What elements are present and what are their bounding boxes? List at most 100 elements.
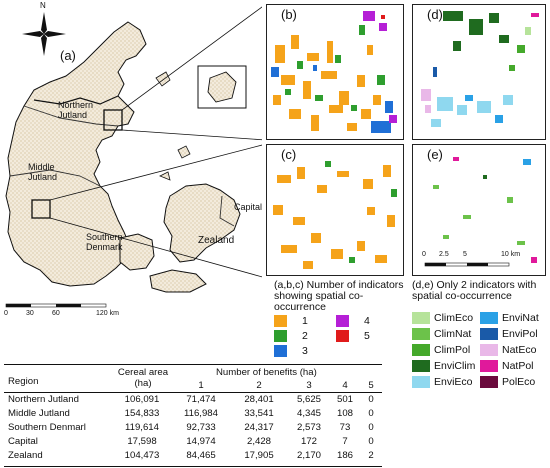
legend-left-swatch-1 xyxy=(274,315,287,327)
table-cell-benefit: 501 xyxy=(336,393,353,405)
legend-right-swatch-natpol xyxy=(480,360,498,372)
legend-right-label-envieco: EnviEco xyxy=(434,376,473,388)
legend-right-swatch-nateco xyxy=(480,344,498,356)
table-top-rule xyxy=(4,364,382,365)
panel-c-map xyxy=(273,161,397,269)
panel-b: (b) xyxy=(266,4,404,140)
table-cell-benefit: 17,905 xyxy=(244,449,274,461)
table-cell-benefit: 5,625 xyxy=(296,393,321,405)
compass-north-label: N xyxy=(40,1,46,10)
table-row: Middle Jutland 154,833 116,984 33,541 4,345 1… xyxy=(4,406,382,420)
legend-right-label-envinat: EnviNat xyxy=(502,312,539,324)
table-header-area: Cereal area (ha) xyxy=(117,367,169,389)
region-table: 1 2 3 4 5 Northern Jutland 106,091 71,474 2… xyxy=(4,378,382,462)
panel-e-scalebar xyxy=(424,262,510,267)
scalebar-tick-3: 120 km xyxy=(96,310,119,317)
legend-left-label-2: 2 xyxy=(302,330,308,342)
table-bottom-rule xyxy=(4,466,382,467)
compass-icon xyxy=(22,12,66,56)
table-cell-benefit: 0 xyxy=(368,407,374,419)
panel-b-map xyxy=(271,11,397,133)
legend-right-label-natpol: NatPol xyxy=(502,360,534,372)
panel-e-scale-tick-2: 5 xyxy=(463,251,467,258)
panel-c: (c) xyxy=(266,144,404,276)
table-cell-benefit: 71,474 xyxy=(186,393,216,405)
table-cell-benefit: 33,541 xyxy=(244,407,274,419)
legend-right-swatch-climeco xyxy=(412,312,430,324)
panel-d-label: (d) xyxy=(427,7,443,22)
table-cell-benefit: 108 xyxy=(336,407,353,419)
region-label-zealand: Zealand xyxy=(198,235,235,246)
table-row: Zealand 104,473 84,465 17,905 2,170 186 2 xyxy=(4,448,382,462)
funen-island xyxy=(119,233,155,271)
panel-c-label: (c) xyxy=(281,147,297,162)
region-label-northern-jutland: Northern Jutland xyxy=(58,100,94,120)
panel-b-label: (b) xyxy=(281,7,297,22)
table-header-benefits: Number of benefits (ha) xyxy=(216,367,317,378)
panel-d: (d) xyxy=(412,4,546,140)
benefit-col-3: 3 xyxy=(306,379,312,391)
study-box-north xyxy=(103,109,123,131)
table-cell-region: Southern Denmarl xyxy=(8,421,86,433)
table-body: Northern Jutland 106,091 71,474 28,401 5,625… xyxy=(4,392,382,462)
table-cell-region: Capital xyxy=(8,435,38,447)
table-header-region: Region xyxy=(8,376,39,387)
scalebar-tick-0: 0 xyxy=(4,310,8,317)
table-cell-benefit: 2 xyxy=(368,449,374,461)
legend-right-swatch-enviclim xyxy=(412,360,430,372)
legend-right-swatch-climnat xyxy=(412,328,430,340)
legend-right-label-climpol: ClimPol xyxy=(434,344,471,356)
legend-right-label-climnat: ClimNat xyxy=(434,328,472,340)
legend-right-label-poleco: PolEco xyxy=(502,376,536,388)
benefit-col-2: 2 xyxy=(256,379,262,391)
panel-d-map xyxy=(421,11,539,127)
table-cell-benefit: 84,465 xyxy=(186,449,216,461)
overview-map: N (a) Northern Jutland Middle Jutland Ca… xyxy=(0,0,262,320)
lolland-island xyxy=(149,269,207,293)
table-cell-benefit: 14,974 xyxy=(186,435,216,447)
table-cell-area: 119,614 xyxy=(125,421,159,433)
legend-right-label-nateco: NatEco xyxy=(502,344,537,356)
benefit-col-5: 5 xyxy=(368,379,374,391)
legend-left-swatch-4 xyxy=(336,315,349,327)
panel-e-scale-tick-3: 10 km xyxy=(501,251,521,258)
legend-right-swatch-poleco xyxy=(480,376,498,388)
legend-right-swatch-envipol xyxy=(480,328,498,340)
legend-left-title: (a,b,c) Number of indicators showing spa… xyxy=(274,279,404,313)
study-box-mid xyxy=(31,199,51,219)
table-cell-area: 154,833 xyxy=(124,407,160,419)
table-cell-benefit: 4,345 xyxy=(296,407,321,419)
panel-e-scale-tick-0: 0 xyxy=(422,251,426,258)
legend-right-label-envipol: EnviPol xyxy=(502,328,538,340)
benefit-col-1: 1 xyxy=(198,379,204,391)
legend-right-swatch-envinat xyxy=(480,312,498,324)
panel-e: (e) 0 2.5 5 10 km xyxy=(412,144,546,276)
scalebar-tick-2: 60 xyxy=(52,310,60,317)
table-cell-benefit: 116,984 xyxy=(184,407,218,419)
region-label-middle-jutland: Middle Jutland xyxy=(28,162,58,182)
table-cell-region: Zealand xyxy=(8,449,43,461)
table-cell-benefit: 0 xyxy=(368,421,374,433)
table-cell-area: 106,091 xyxy=(124,393,160,405)
map-panel-label: (a) xyxy=(60,48,76,63)
table-cell-area: 17,598 xyxy=(127,435,157,447)
table-cell-benefit: 0 xyxy=(368,393,374,405)
table-cell-benefit: 0 xyxy=(368,435,374,447)
legend-left-swatch-2 xyxy=(274,330,287,342)
legend-right-label-enviclim: EnviClim xyxy=(434,360,476,372)
legend-right-label-climeco: ClimEco xyxy=(434,312,474,324)
region-label-southern-denmark: Southern Denmark xyxy=(86,232,123,252)
table-row: Capital 17,598 14,974 2,428 172 7 0 xyxy=(4,434,382,448)
legend-left-label-4: 4 xyxy=(364,315,370,327)
table-cell-region: Middle Jutland xyxy=(8,407,70,419)
table-cell-area: 104,473 xyxy=(124,449,160,461)
legend-right-swatch-climpol xyxy=(412,344,430,356)
table-row: Northern Jutland 106,091 71,474 28,401 5,625… xyxy=(4,392,382,406)
table-cell-benefit: 2,170 xyxy=(296,449,321,461)
map-scalebar xyxy=(5,303,107,308)
legend-left-swatch-3 xyxy=(274,345,287,357)
legend-left-label-1: 1 xyxy=(302,315,308,327)
legend-left-label-3: 3 xyxy=(302,345,308,357)
legend-right-swatch-envieco xyxy=(412,376,430,388)
table-header-rule xyxy=(4,392,382,393)
